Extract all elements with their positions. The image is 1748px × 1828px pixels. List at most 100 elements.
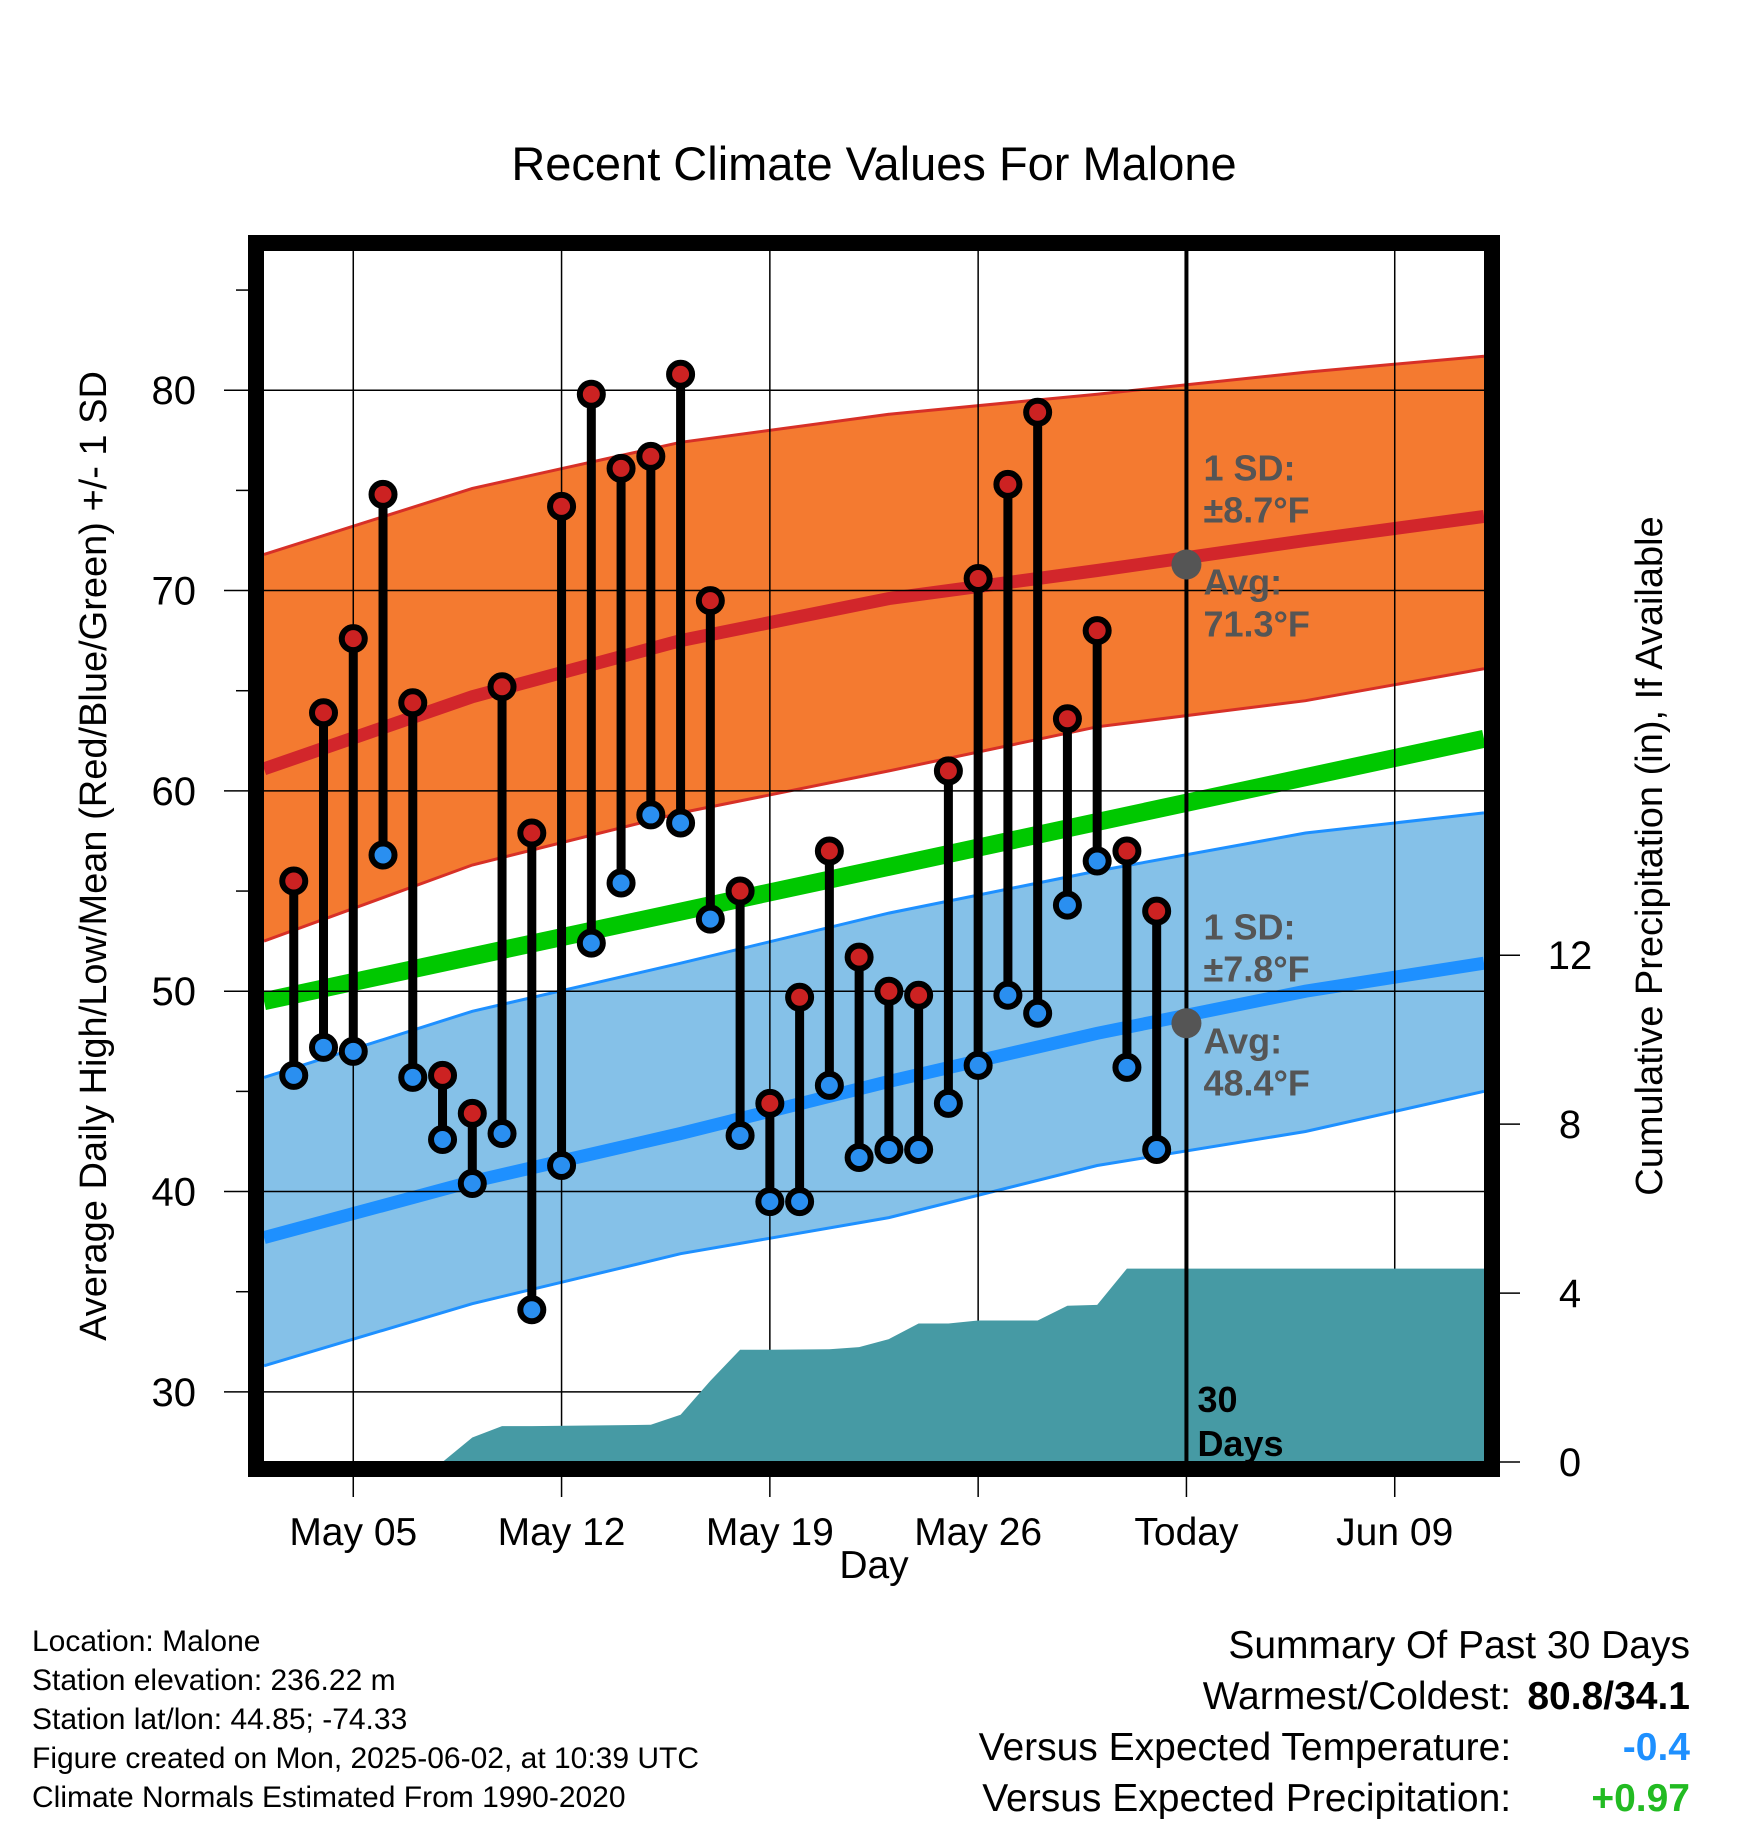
y-tick-label: 50 (152, 970, 197, 1014)
daily-high-marker (576, 379, 606, 409)
daily-low-marker (1142, 1134, 1172, 1164)
climate-chart: Recent Climate Values For Malone 30Days … (73, 137, 1671, 1587)
normal-mean-line (264, 730, 1484, 1010)
plot-frame (248, 235, 1500, 1477)
summary-row-precip: Versus Expected Precipitation: +0.97 (979, 1773, 1690, 1824)
avg-label: Avg: (1203, 562, 1282, 603)
daily-high-marker (1023, 397, 1053, 427)
high-sd-upper-edge (264, 354, 1484, 556)
daily-high-marker (457, 1098, 487, 1128)
low-sd-lower-edge (264, 1089, 1484, 1368)
daily-high-marker (725, 876, 755, 906)
avg-reference-point (1171, 549, 1202, 580)
daily-low-marker (695, 904, 725, 934)
y-tick-label: 40 (152, 1171, 197, 1215)
y-right-tick-label: 0 (1559, 1441, 1581, 1485)
daily-high-marker (993, 469, 1023, 499)
daily-high-marker (814, 836, 844, 866)
daily-high-marker (666, 359, 696, 389)
daily-high-marker (547, 491, 577, 521)
normal-high-line (264, 509, 1484, 776)
daily-low-marker (547, 1151, 577, 1181)
low-sd-upper-edge (264, 811, 1484, 1079)
high-sd-lower-edge (264, 667, 1484, 943)
elevation-text: Station elevation: 236.22 m (32, 1664, 396, 1697)
daily-low-marker (576, 928, 606, 958)
station-info: Location: Malone Station elevation: 236.… (32, 1622, 699, 1817)
y-tick-label: 70 (152, 570, 197, 614)
summary-row-warmest: Warmest/Coldest: 80.8/34.1 (979, 1671, 1690, 1722)
daily-high-marker (844, 942, 874, 972)
daily-low-marker (874, 1134, 904, 1164)
y-right-tick-label: 12 (1548, 934, 1593, 978)
sd-value: ±8.7°F (1203, 490, 1309, 531)
daily-high-marker (1142, 896, 1172, 926)
y-right-tick-label: 8 (1559, 1103, 1581, 1147)
daily-high-marker (755, 1088, 785, 1118)
chart-title: Recent Climate Values For Malone (511, 137, 1236, 190)
warmest-value: 80.8/34.1 (1527, 1675, 1690, 1718)
y-axis-label-right: Cumulative Precipitation (in), If Availa… (1629, 516, 1671, 1195)
observations (279, 359, 1172, 1325)
daily-low-marker (755, 1187, 785, 1217)
sd-label: 1 SD: (1203, 906, 1295, 947)
avg-reference-point (1171, 1008, 1202, 1039)
x-axis-label: Day (839, 1544, 909, 1587)
temp-label: Versus Expected Temperature: (978, 1726, 1512, 1769)
x-tick-label: Jun 09 (1336, 1511, 1453, 1554)
daily-high-marker (1082, 616, 1112, 646)
daily-low-marker (904, 1134, 934, 1164)
daily-low-marker (606, 868, 636, 898)
daily-high-marker (695, 586, 725, 616)
daily-low-marker (963, 1050, 993, 1080)
x-tick-label: May 19 (706, 1511, 834, 1554)
daily-low-marker (1112, 1052, 1142, 1082)
today-days-count: 30 (1197, 1379, 1237, 1420)
daily-low-marker (398, 1062, 428, 1092)
sd-label: 1 SD: (1203, 448, 1295, 489)
daily-low-marker (1023, 998, 1053, 1028)
y-tick-label: 80 (152, 369, 197, 413)
normals-text: Climate Normals Estimated From 1990-2020 (32, 1781, 626, 1814)
y-tick-label: 60 (152, 770, 197, 814)
plot-area (264, 250, 1484, 1462)
temp-value: -0.4 (1622, 1726, 1690, 1769)
daily-low-marker (993, 980, 1023, 1010)
daily-low-marker (1082, 846, 1112, 876)
avg-value: 71.3°F (1203, 604, 1309, 645)
sd-value: ±7.8°F (1203, 948, 1309, 989)
x-tick-label: May 12 (498, 1511, 626, 1554)
y-right-tick-label: 4 (1559, 1272, 1581, 1316)
daily-high-marker (606, 453, 636, 483)
x-tick-label: Today (1134, 1511, 1239, 1554)
avg-value: 48.4°F (1203, 1062, 1309, 1103)
daily-high-marker (487, 672, 517, 702)
daily-low-marker (666, 808, 696, 838)
daily-low-marker (1052, 890, 1082, 920)
location-text: Location: Malone (32, 1625, 261, 1658)
daily-high-marker (785, 982, 815, 1012)
daily-low-marker (309, 1032, 339, 1062)
daily-high-marker (636, 441, 666, 471)
today-days-label: Days (1197, 1423, 1283, 1464)
precip-fill (264, 1268, 1484, 1462)
daily-low-marker (368, 840, 398, 870)
daily-high-marker (1112, 836, 1142, 866)
summary-row-temp: Versus Expected Temperature: -0.4 (979, 1722, 1690, 1773)
daily-high-marker (398, 688, 428, 718)
daily-high-marker (428, 1060, 458, 1090)
summary-title: Summary Of Past 30 Days (1228, 1624, 1690, 1667)
daily-low-marker (785, 1187, 815, 1217)
daily-high-marker (309, 698, 339, 728)
precipitation-area (264, 1268, 1484, 1462)
daily-high-marker (874, 976, 904, 1006)
precip-label: Versus Expected Precipitation: (982, 1777, 1512, 1820)
daily-high-marker (1052, 704, 1082, 734)
warmest-label: Warmest/Coldest: (1202, 1675, 1512, 1718)
daily-low-marker (428, 1124, 458, 1154)
latlon-text: Station lat/lon: 44.85; -74.33 (32, 1703, 408, 1736)
daily-low-marker (457, 1169, 487, 1199)
x-tick-label: May 05 (289, 1511, 417, 1554)
